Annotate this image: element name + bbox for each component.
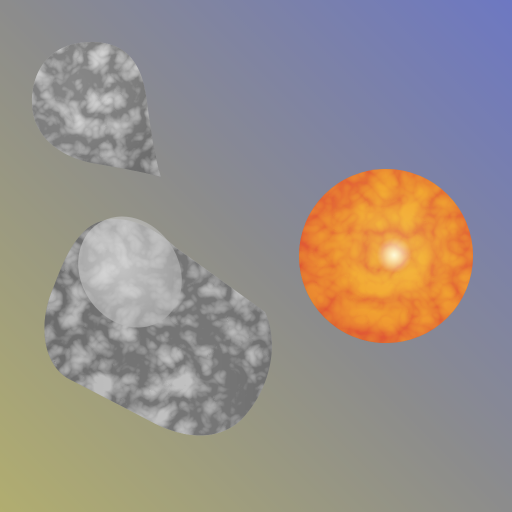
cylinder-end-cap — [78, 216, 182, 328]
sphere-highlight — [355, 223, 425, 293]
sphere-object — [299, 169, 473, 343]
